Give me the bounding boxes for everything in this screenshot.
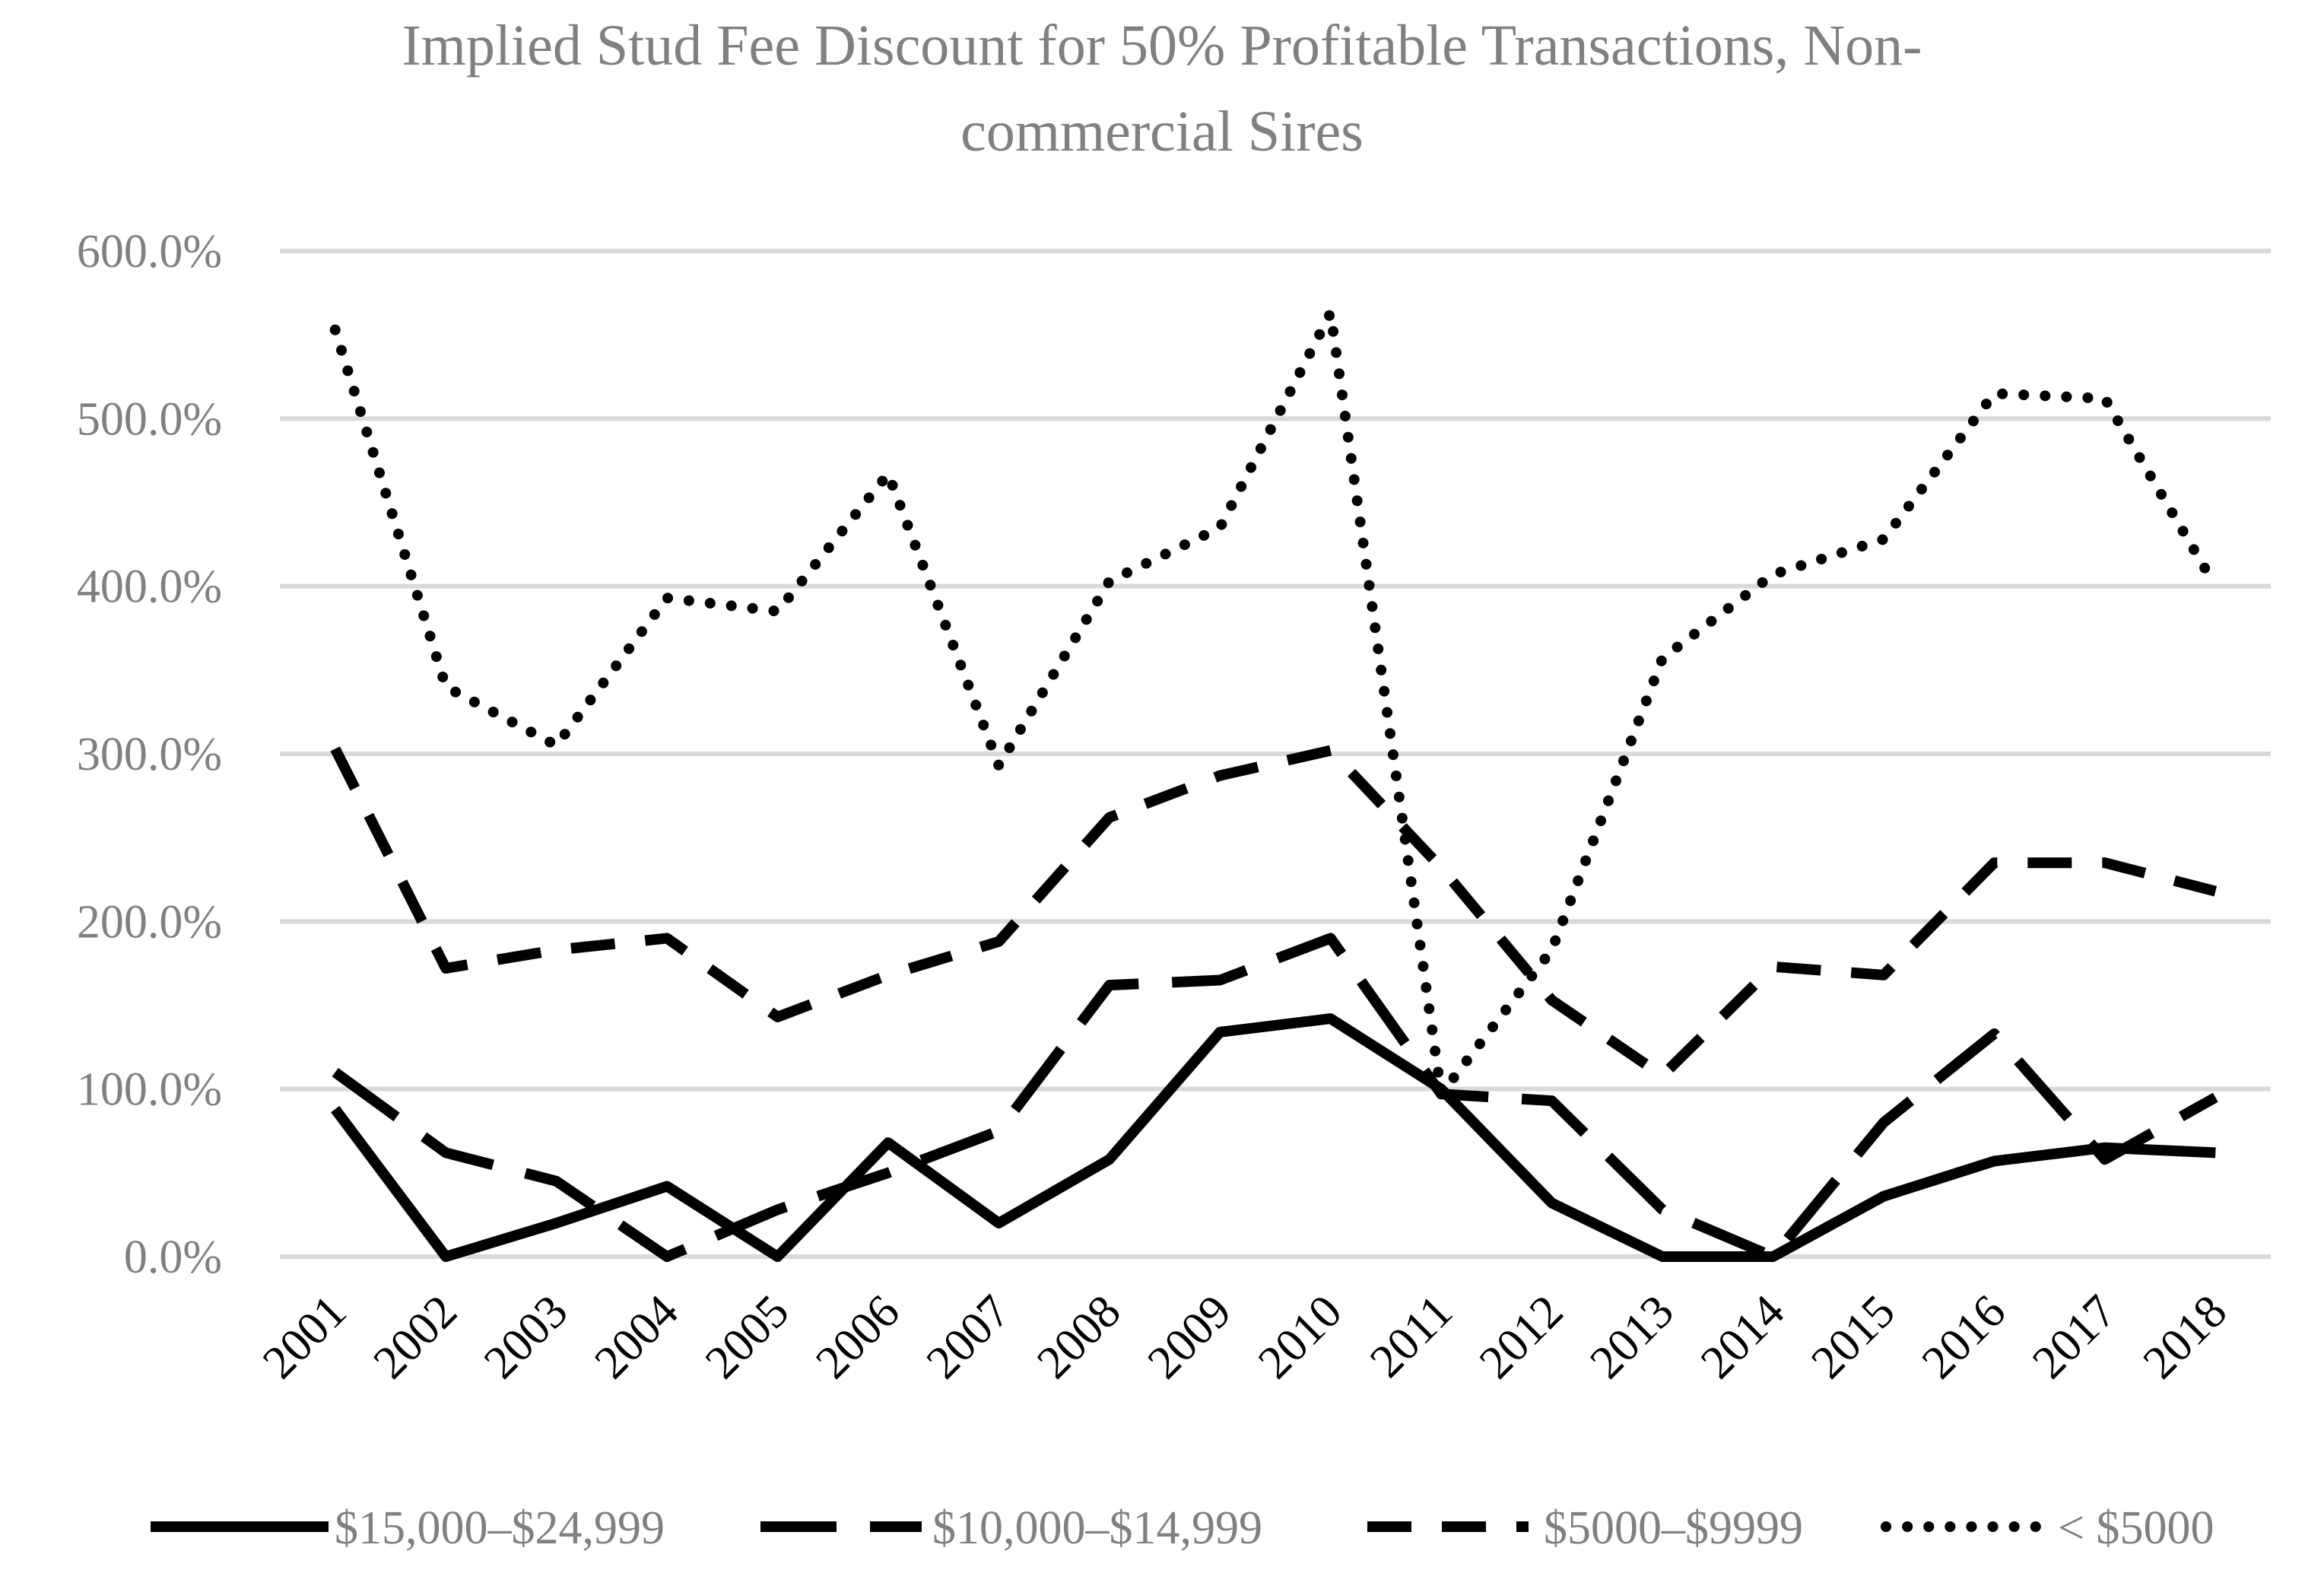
- x-tick-label-2012: 2012: [1470, 1286, 1573, 1389]
- x-tick-label-2016: 2016: [1913, 1286, 2016, 1389]
- chart-title-line-1: Implied Stud Fee Discount for 50% Profit…: [402, 14, 1922, 78]
- x-tick-label-2010: 2010: [1249, 1286, 1352, 1389]
- series-line-10-000-14-999: [332, 933, 2218, 1262]
- y-tick-label: 600.0%: [77, 226, 222, 278]
- x-tick-label-2007: 2007: [917, 1286, 1021, 1389]
- series-line-15-000-24-999: [331, 1013, 2216, 1262]
- x-tick-label-2013: 2013: [1580, 1286, 1684, 1389]
- y-axis-tick-labels: 0.0% 100.0% 200.0% 300.0% 400.0% 500.0% 600.0%: [77, 226, 222, 1283]
- y-tick-label: 0.0%: [124, 1232, 222, 1283]
- legend-label-10-000-14-999: $10,000–$14,999: [932, 1502, 1262, 1554]
- x-tick-label-2017: 2017: [2023, 1286, 2126, 1389]
- x-tick-label-2006: 2006: [806, 1286, 910, 1389]
- x-tick-label-2001: 2001: [253, 1286, 357, 1389]
- series-line-5000-9999: [330, 745, 2218, 1081]
- x-tick-label-2003: 2003: [475, 1286, 578, 1389]
- y-tick-label: 200.0%: [77, 896, 222, 948]
- x-axis-tick-labels: 2001 2002 2003 2004 2005 2006 2007 2008 2009 2010…: [253, 1286, 2237, 1389]
- legend-item-5000-9999: $5000–$9999: [1367, 1502, 1803, 1554]
- gridlines: [280, 249, 2271, 1259]
- y-tick-label: 400.0%: [77, 561, 222, 613]
- x-tick-label-2014: 2014: [1691, 1286, 1795, 1389]
- legend-label-5000-9999: $5000–$9999: [1544, 1502, 1803, 1554]
- y-tick-label: 300.0%: [77, 729, 222, 780]
- y-tick-label: 500.0%: [77, 393, 222, 445]
- data-series: [329, 307, 2221, 1262]
- series-line-5000: [329, 307, 2221, 1100]
- legend-item-10-000-14-999: $10,000–$14,999: [760, 1502, 1262, 1554]
- x-tick-label-2008: 2008: [1027, 1286, 1131, 1389]
- x-tick-label-2009: 2009: [1138, 1286, 1241, 1389]
- x-tick-label-2002: 2002: [364, 1286, 467, 1389]
- x-tick-label-2005: 2005: [696, 1286, 799, 1389]
- y-tick-label: 100.0%: [77, 1064, 222, 1116]
- legend-label-15-000-24-999: $15,000–$24,999: [335, 1502, 665, 1554]
- chart-title-line-2: commercial Sires: [960, 100, 1364, 164]
- legend-label-5000: < $5000: [2058, 1502, 2214, 1554]
- x-tick-label-2015: 2015: [1802, 1286, 1905, 1389]
- legend-item-5000: < $5000: [1881, 1502, 2214, 1554]
- x-tick-label-2018: 2018: [2133, 1286, 2237, 1389]
- x-tick-label-2004: 2004: [585, 1286, 688, 1389]
- legend: $15,000–$24,999 $10,000–$14,999 $5000–$999…: [151, 1502, 2214, 1554]
- legend-item-15-000-24-999: $15,000–$24,999: [151, 1502, 665, 1554]
- x-tick-label-2011: 2011: [1360, 1286, 1462, 1387]
